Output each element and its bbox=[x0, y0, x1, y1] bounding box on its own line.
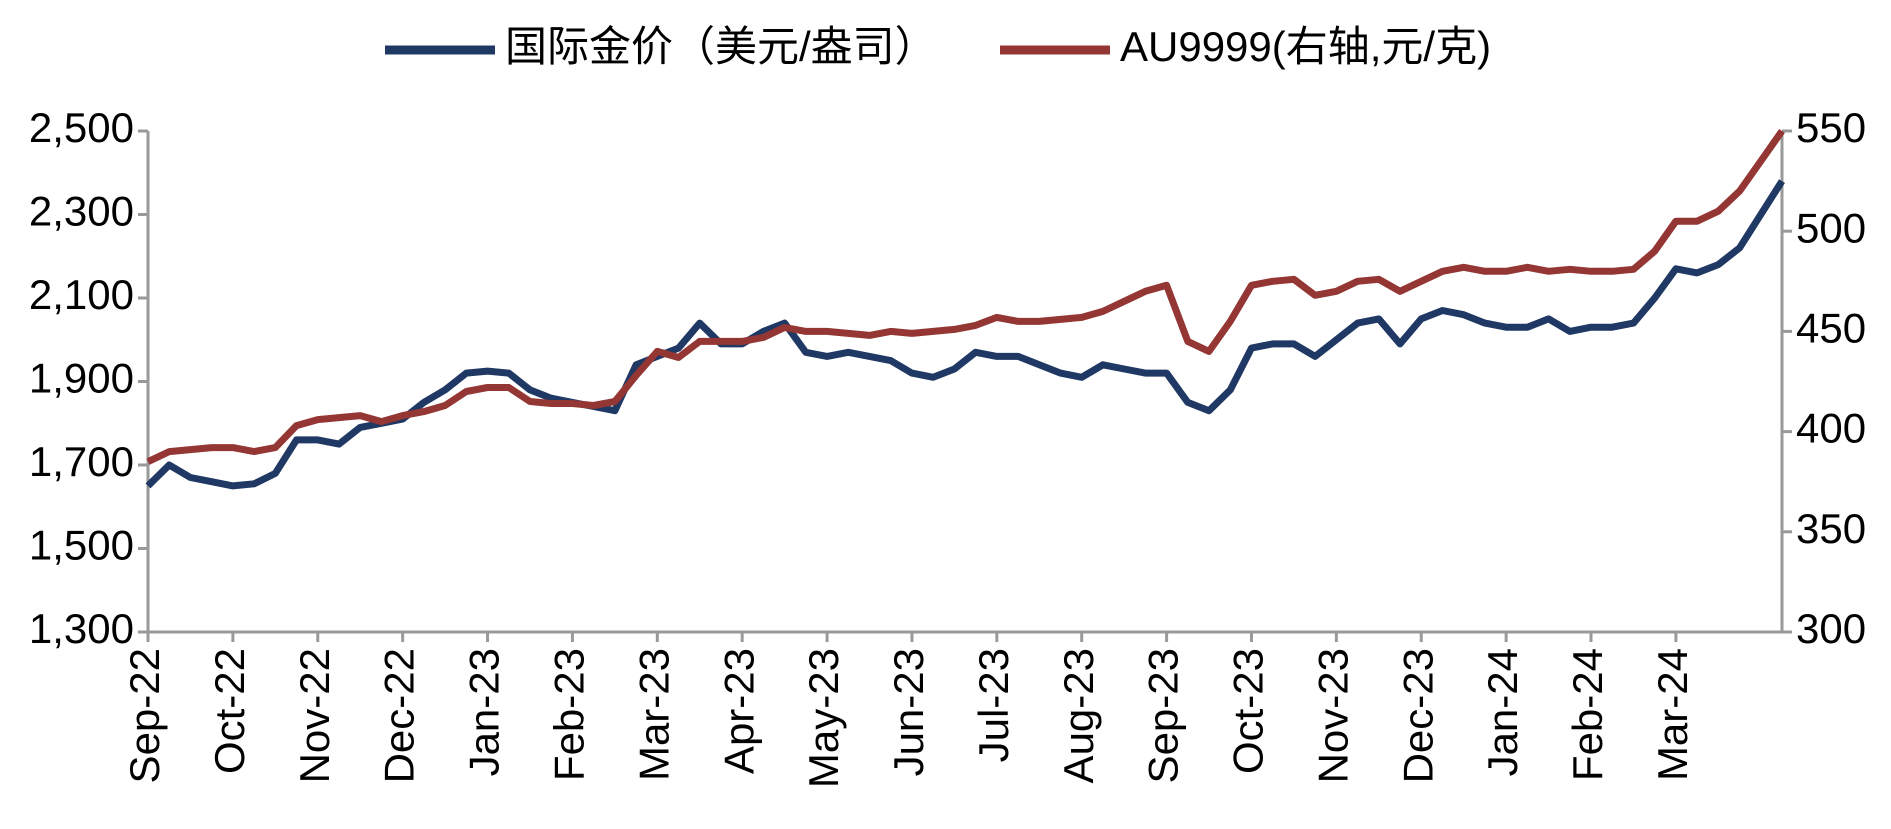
x-tick-label: Jun-23 bbox=[885, 648, 932, 776]
x-tick-label: Jul-23 bbox=[970, 648, 1017, 762]
series-line bbox=[146, 128, 1785, 465]
x-tick-label: Feb-23 bbox=[546, 648, 593, 781]
x-tick-label: Jan-24 bbox=[1479, 648, 1526, 776]
x-tick-label: Oct-23 bbox=[1225, 648, 1272, 774]
x-tick-label: Apr-23 bbox=[715, 648, 762, 774]
x-tick-label: Nov-23 bbox=[1309, 648, 1356, 783]
y-tick-label: 1,500 bbox=[29, 522, 134, 569]
y-tick-label: 1,300 bbox=[29, 605, 134, 652]
y-tick-label: 1,900 bbox=[29, 355, 134, 402]
legend-label: 国际金价（美元/盎司） bbox=[505, 23, 937, 70]
y2-tick-label: 350 bbox=[1796, 505, 1866, 552]
y-tick-label: 2,500 bbox=[29, 104, 134, 151]
y2-tick-label: 300 bbox=[1796, 605, 1866, 652]
series-line bbox=[145, 179, 1785, 490]
x-tick-label: Dec-22 bbox=[376, 648, 423, 783]
y-tick-label: 2,100 bbox=[29, 271, 134, 318]
x-tick-label: Sep-23 bbox=[1140, 648, 1187, 783]
x-tick-label: Aug-23 bbox=[1055, 648, 1102, 783]
y2-tick-label: 550 bbox=[1796, 104, 1866, 151]
x-tick-label: Feb-24 bbox=[1564, 648, 1611, 781]
y-tick-label: 2,300 bbox=[29, 188, 134, 235]
x-tick-label: Mar-23 bbox=[630, 648, 677, 781]
x-tick-label: Oct-22 bbox=[206, 648, 253, 774]
y-tick-label: 1,700 bbox=[29, 438, 134, 485]
x-tick-label: Mar-24 bbox=[1649, 648, 1696, 781]
x-tick-label: Sep-22 bbox=[121, 648, 168, 783]
y2-tick-label: 400 bbox=[1796, 405, 1866, 452]
x-tick-label: Jan-23 bbox=[461, 648, 508, 776]
x-tick-label: Dec-23 bbox=[1394, 648, 1441, 783]
y2-tick-label: 500 bbox=[1796, 204, 1866, 251]
legend-label: AU9999(右轴,元/克) bbox=[1120, 23, 1491, 70]
y2-tick-label: 450 bbox=[1796, 304, 1866, 351]
x-tick-label: May-23 bbox=[800, 648, 847, 788]
x-tick-label: Nov-22 bbox=[291, 648, 338, 783]
